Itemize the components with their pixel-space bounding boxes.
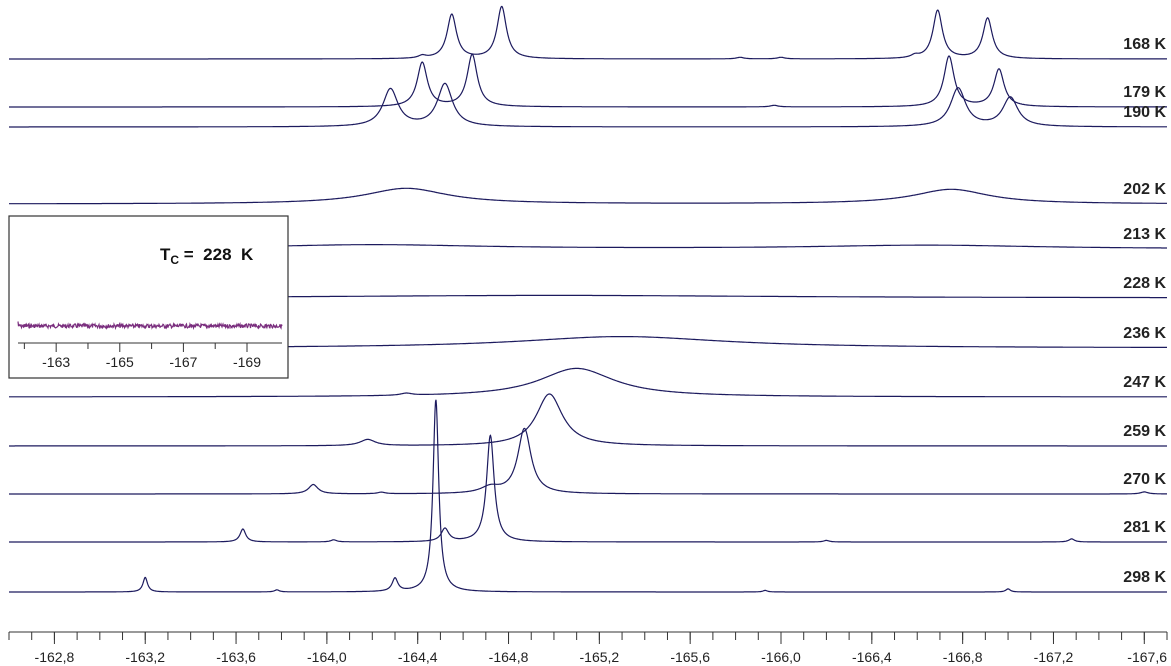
x-tick-label: -166,0 bbox=[761, 649, 801, 665]
x-tick-label: -166,8 bbox=[943, 649, 983, 665]
temperature-labels: 168 K 179 K 190 K 202 K 213 K 228 K 236 K 247 K… bbox=[1123, 36, 1166, 586]
inset-tick-label: -165 bbox=[106, 354, 134, 370]
spectrum-trace bbox=[9, 5, 1167, 60]
spectrum-trace bbox=[9, 53, 1167, 108]
spectrum-trace bbox=[9, 393, 1167, 447]
spectrum-trace bbox=[9, 434, 1167, 543]
spectrum-trace bbox=[9, 367, 1167, 398]
spectrum-trace bbox=[9, 82, 1167, 128]
x-tick-label: -165,6 bbox=[670, 649, 710, 665]
x-tick-label: -164,4 bbox=[398, 649, 438, 665]
inset-x-axis: -163 -165 -167 -169 bbox=[18, 342, 282, 370]
temperature-label: 236 K bbox=[1123, 325, 1166, 342]
x-tick-label: -167,6 bbox=[1127, 649, 1167, 665]
x-tick-label: -163,2 bbox=[125, 649, 165, 665]
inset-spectrum-trace bbox=[17, 321, 283, 331]
spectrum-trace bbox=[9, 427, 1167, 495]
x-tick-label: -164,8 bbox=[489, 649, 529, 665]
inset-title-rest: = 228 K bbox=[179, 245, 254, 264]
spectrum-traces bbox=[9, 5, 1167, 593]
temperature-label: 298 K bbox=[1123, 569, 1166, 586]
temperature-label: 168 K bbox=[1123, 36, 1166, 53]
spectrum-trace bbox=[9, 399, 1167, 593]
inset-panel: TC = 228 K -163 -165 -167 -169 bbox=[8, 215, 289, 379]
temperature-label: 259 K bbox=[1123, 423, 1166, 440]
inset-tick-label: -163 bbox=[42, 354, 70, 370]
inset-title: TC = 228 K bbox=[160, 245, 254, 267]
temperature-label: 202 K bbox=[1123, 181, 1166, 198]
spectrum-trace bbox=[288, 294, 1167, 299]
inset-tick-label: -169 bbox=[233, 354, 261, 370]
x-tick-label: -163,6 bbox=[216, 649, 256, 665]
temperature-label: 179 K bbox=[1123, 84, 1166, 101]
spectrum-trace bbox=[288, 336, 1167, 348]
temperature-label: 190 K bbox=[1123, 104, 1166, 121]
x-tick-label: -166,4 bbox=[852, 649, 892, 665]
temperature-label: 213 K bbox=[1123, 226, 1166, 243]
inset-plot bbox=[17, 321, 283, 331]
temperature-label: 281 K bbox=[1123, 519, 1166, 536]
temperature-label: 247 K bbox=[1123, 374, 1166, 391]
spectrum-trace bbox=[9, 187, 1167, 205]
x-tick-label: -162,8 bbox=[35, 649, 75, 665]
x-tick-label: -167,2 bbox=[1034, 649, 1074, 665]
x-tick-label: -164,0 bbox=[307, 649, 347, 665]
inset-tick-label: -167 bbox=[169, 354, 197, 370]
x-tick-label: -165,2 bbox=[580, 649, 620, 665]
inset-title-subscript: C bbox=[170, 253, 179, 267]
inset-frame bbox=[8, 215, 289, 379]
temperature-label: 270 K bbox=[1123, 471, 1166, 488]
x-axis: -162,8 -163,2 -163,6 -164,0 -164,4 -164,8 -165… bbox=[8, 631, 1168, 665]
inset-title-main: T bbox=[160, 245, 171, 264]
temperature-label: 228 K bbox=[1123, 275, 1166, 292]
spectrum-trace bbox=[288, 244, 1167, 249]
